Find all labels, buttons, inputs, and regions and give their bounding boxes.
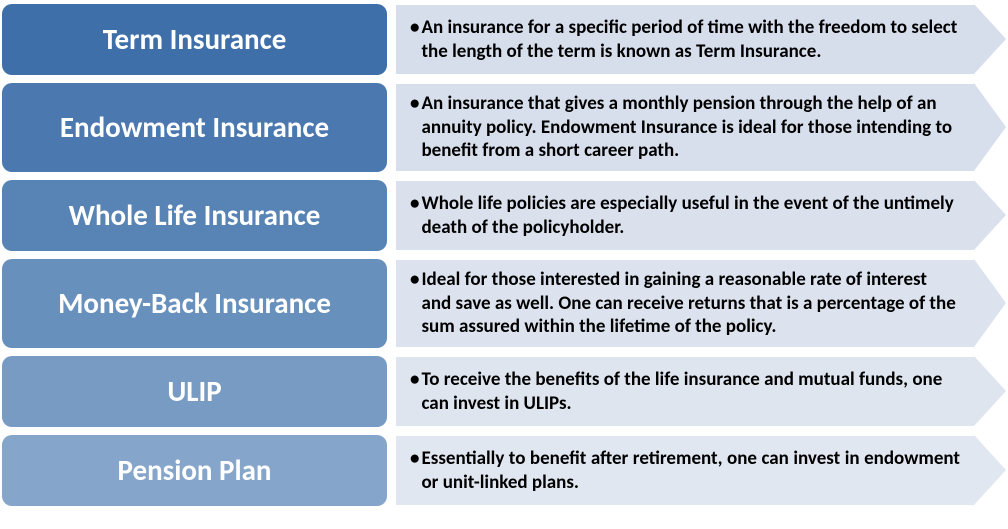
bullet-mark-icon: • — [410, 192, 421, 216]
row-endowment-insurance: Endowment Insurance •An insurance that gi… — [2, 83, 1006, 172]
label-term-insurance: Term Insurance — [2, 4, 387, 75]
arrow-endowment-insurance: •An insurance that gives a monthly pensi… — [395, 83, 1006, 172]
desc-pension-plan: Essentially to benefit after retirement,… — [421, 447, 960, 495]
arrow-head-icon — [974, 4, 1006, 74]
arrow-pension-plan: •Essentially to benefit after retirement… — [395, 435, 1006, 506]
bullet-endowment-insurance: •An insurance that gives a monthly pensi… — [410, 92, 960, 163]
arrow-body-endowment-insurance: •An insurance that gives a monthly pensi… — [395, 83, 974, 172]
arrow-whole-life-insurance: •Whole life policies are especially usef… — [395, 180, 1006, 251]
row-whole-life-insurance: Whole Life Insurance •Whole life policies… — [2, 180, 1006, 251]
label-endowment-insurance: Endowment Insurance — [2, 83, 387, 172]
arrow-head-icon — [974, 180, 1006, 250]
bullet-whole-life-insurance: •Whole life policies are especially usef… — [410, 192, 960, 240]
insurance-diagram: Term Insurance•An insurance for a specif… — [0, 0, 1008, 510]
row-money-back-insurance: Money-Back Insurance •Ideal for those int… — [2, 259, 1006, 348]
bullet-mark-icon: • — [410, 447, 421, 471]
arrow-body-money-back-insurance: •Ideal for those interested in gaining a… — [395, 259, 974, 348]
arrow-body-whole-life-insurance: •Whole life policies are especially usef… — [395, 180, 974, 251]
bullet-term-insurance: •An insurance for a specific period of t… — [410, 16, 960, 64]
arrow-ulip: •To receive the benefits of the life ins… — [395, 356, 1006, 427]
arrow-head-icon — [974, 83, 1006, 171]
desc-term-insurance: An insurance for a specific period of ti… — [421, 16, 960, 64]
desc-ulip: To receive the benefits of the life insu… — [421, 368, 960, 416]
row-pension-plan: Pension Plan •Essentially to benefit afte… — [2, 435, 1006, 506]
label-money-back-insurance: Money-Back Insurance — [2, 259, 387, 348]
bullet-mark-icon: • — [410, 16, 421, 40]
bullet-mark-icon: • — [410, 92, 421, 116]
desc-money-back-insurance: Ideal for those interested in gaining a … — [421, 268, 960, 339]
bullet-mark-icon: • — [410, 268, 421, 292]
bullet-pension-plan: •Essentially to benefit after retirement… — [410, 447, 960, 495]
desc-whole-life-insurance: Whole life policies are especially usefu… — [421, 192, 960, 240]
row-ulip: ULIP •To receive the benefits of the life… — [2, 356, 1006, 427]
bullet-ulip: •To receive the benefits of the life ins… — [410, 368, 960, 416]
bullet-money-back-insurance: •Ideal for those interested in gaining a… — [410, 268, 960, 339]
arrow-body-term-insurance: •An insurance for a specific period of t… — [395, 4, 974, 75]
row-term-insurance: Term Insurance •An insurance for a specif… — [2, 4, 1006, 75]
arrow-body-ulip: •To receive the benefits of the life ins… — [395, 356, 974, 427]
arrow-money-back-insurance: •Ideal for those interested in gaining a… — [395, 259, 1006, 348]
bullet-mark-icon: • — [410, 368, 421, 392]
arrow-head-icon — [974, 356, 1006, 426]
label-pension-plan: Pension Plan — [2, 435, 387, 506]
label-ulip: ULIP — [2, 356, 387, 427]
arrow-body-pension-plan: •Essentially to benefit after retirement… — [395, 435, 974, 506]
desc-endowment-insurance: An insurance that gives a monthly pensio… — [421, 92, 960, 163]
label-whole-life-insurance: Whole Life Insurance — [2, 180, 387, 251]
arrow-term-insurance: •An insurance for a specific period of t… — [395, 4, 1006, 75]
arrow-head-icon — [974, 435, 1006, 505]
arrow-head-icon — [974, 259, 1006, 347]
